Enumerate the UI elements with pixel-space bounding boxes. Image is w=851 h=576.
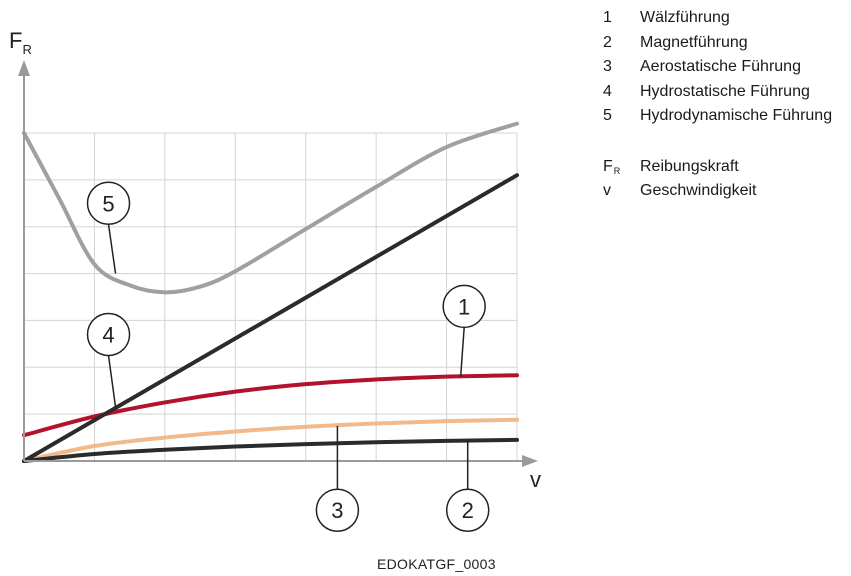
legend-number: 5 [603,107,612,125]
legend-label: Hydrostatische Führung [640,82,810,100]
friction-chart: FR v 5 4 1 3 2 [9,28,541,532]
series-line-5 [22,121,519,295]
legend-symbol: FR [603,158,640,176]
series-line-4 [22,173,519,463]
legend-symbol-subscript: R [613,165,621,176]
legend-item: 5 Hydrodynamische Führung [603,104,832,129]
callout-leader-5 [107,224,117,274]
x-axis-label: v [530,467,541,492]
callout-label-1: 1 [458,294,470,319]
legend-symbol-letter: F [603,157,613,175]
legend-label: Hydrodynamische Führung [640,107,833,125]
legend-symbol-label: Reibungskraft [640,157,739,175]
legend-number: 2 [603,33,612,51]
callout-label-3: 3 [331,498,343,523]
x-axis-arrow [522,455,538,467]
y-axis-arrow [18,60,30,76]
callout-label-4: 4 [102,322,114,347]
legend-item: 4 Hydrostatische Führung [603,80,832,105]
legend-symbol-item: v Geschwindigkeit [603,179,832,204]
legend-number: 3 [603,58,612,76]
legend-label: Magnetführung [640,33,748,51]
chart-curves [22,121,519,463]
callout-circle-1 [442,284,486,329]
legend-symbol-letter: v [603,182,611,200]
callout-circle-3 [315,488,360,532]
series-line-1 [22,373,519,438]
chart-axes: FR v [9,28,541,492]
legend-number: 4 [603,82,612,100]
callout-leader-1 [459,327,465,377]
y-axis-label: FR [9,28,32,57]
callout-label-2: 2 [462,498,474,523]
y-axis-symbol: F [9,28,22,53]
y-axis-subscript: R [22,42,31,57]
legend-label: Aerostatische Führung [640,58,801,76]
legend: 1 Wälzführung 2 Magnetführung 3 Aerostat… [603,6,832,204]
legend-item: 3 Aerostatische Führung [603,55,832,80]
callout-circle-2 [445,488,490,532]
legend-symbol: v [603,182,640,200]
callout-circle-5 [86,181,131,226]
figure-id: EDOKATGF_0003 [377,556,496,572]
legend-item: 2 Magnetführung [603,31,832,56]
legend-number: 1 [603,9,612,27]
legend-symbol-label: Geschwindigkeit [640,182,757,200]
series-line-2 [22,437,519,463]
callout-label-5: 5 [102,191,114,216]
chart-grid [23,132,518,462]
legend-label: Wälzführung [640,9,730,27]
legend-symbol-item: FR Reibungskraft [603,155,832,180]
callout-leader-4 [107,355,117,408]
callout-circle-4 [86,312,131,357]
chart-callouts: 5 4 1 3 2 [86,181,490,532]
series-line-3 [22,417,519,463]
legend-item: 1 Wälzführung [603,6,832,31]
